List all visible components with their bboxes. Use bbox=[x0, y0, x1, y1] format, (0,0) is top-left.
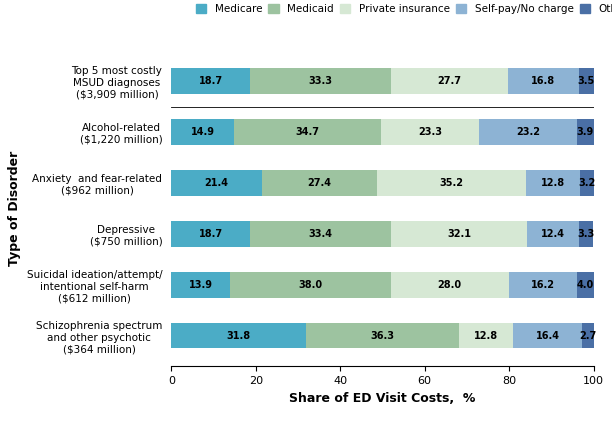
Text: 3.2: 3.2 bbox=[578, 178, 595, 188]
Y-axis label: Type of Disorder: Type of Disorder bbox=[8, 151, 21, 266]
Text: 18.7: 18.7 bbox=[199, 76, 223, 86]
Text: 12.8: 12.8 bbox=[474, 331, 498, 341]
Bar bbox=[513, 323, 582, 349]
Text: 3.3: 3.3 bbox=[578, 229, 595, 239]
Text: 2.7: 2.7 bbox=[580, 331, 597, 341]
Bar bbox=[577, 272, 594, 298]
Bar bbox=[526, 170, 580, 196]
Text: 4.0: 4.0 bbox=[577, 280, 594, 290]
Bar bbox=[391, 68, 508, 94]
Text: 13.9: 13.9 bbox=[188, 280, 213, 290]
Text: 35.2: 35.2 bbox=[440, 178, 464, 188]
Bar bbox=[171, 272, 230, 298]
Bar bbox=[171, 323, 305, 349]
Bar bbox=[508, 68, 579, 94]
Bar bbox=[262, 170, 378, 196]
Text: 12.4: 12.4 bbox=[541, 229, 565, 239]
Bar bbox=[479, 119, 577, 145]
Bar bbox=[577, 119, 594, 145]
Bar bbox=[509, 272, 577, 298]
Text: 38.0: 38.0 bbox=[298, 280, 323, 290]
Text: 28.0: 28.0 bbox=[438, 280, 461, 290]
Text: 3.9: 3.9 bbox=[577, 127, 594, 137]
Text: 18.7: 18.7 bbox=[199, 229, 223, 239]
Text: 16.2: 16.2 bbox=[531, 280, 555, 290]
Bar bbox=[171, 221, 250, 247]
Bar bbox=[459, 323, 513, 349]
Bar bbox=[171, 170, 262, 196]
Text: 32.1: 32.1 bbox=[447, 229, 471, 239]
Text: 31.8: 31.8 bbox=[226, 331, 250, 341]
Text: 23.2: 23.2 bbox=[516, 127, 540, 137]
Text: 3.5: 3.5 bbox=[578, 76, 595, 86]
Text: 21.4: 21.4 bbox=[204, 178, 228, 188]
Bar bbox=[250, 68, 391, 94]
Text: 23.3: 23.3 bbox=[418, 127, 442, 137]
Text: 27.7: 27.7 bbox=[438, 76, 461, 86]
Bar bbox=[579, 68, 594, 94]
Text: 36.3: 36.3 bbox=[370, 331, 394, 341]
Bar bbox=[381, 119, 479, 145]
Bar bbox=[582, 323, 594, 349]
Bar bbox=[230, 272, 390, 298]
Bar bbox=[527, 221, 580, 247]
Bar bbox=[171, 119, 234, 145]
Text: 33.4: 33.4 bbox=[309, 229, 333, 239]
X-axis label: Share of ED Visit Costs,  %: Share of ED Visit Costs, % bbox=[289, 392, 476, 405]
Bar bbox=[250, 221, 391, 247]
Text: 14.9: 14.9 bbox=[191, 127, 215, 137]
Legend: Medicare, Medicaid, Private insurance, Self-pay/No charge, Other: Medicare, Medicaid, Private insurance, S… bbox=[194, 2, 612, 16]
Text: 34.7: 34.7 bbox=[296, 127, 319, 137]
Bar bbox=[378, 170, 526, 196]
Text: 33.3: 33.3 bbox=[308, 76, 333, 86]
Bar bbox=[580, 221, 593, 247]
Text: 12.8: 12.8 bbox=[541, 178, 565, 188]
Text: 27.4: 27.4 bbox=[308, 178, 332, 188]
Bar bbox=[580, 170, 594, 196]
Text: 16.4: 16.4 bbox=[536, 331, 559, 341]
Bar bbox=[234, 119, 381, 145]
Bar bbox=[305, 323, 459, 349]
Text: 16.8: 16.8 bbox=[531, 76, 556, 86]
Bar bbox=[391, 221, 527, 247]
Bar bbox=[171, 68, 250, 94]
Bar bbox=[390, 272, 509, 298]
